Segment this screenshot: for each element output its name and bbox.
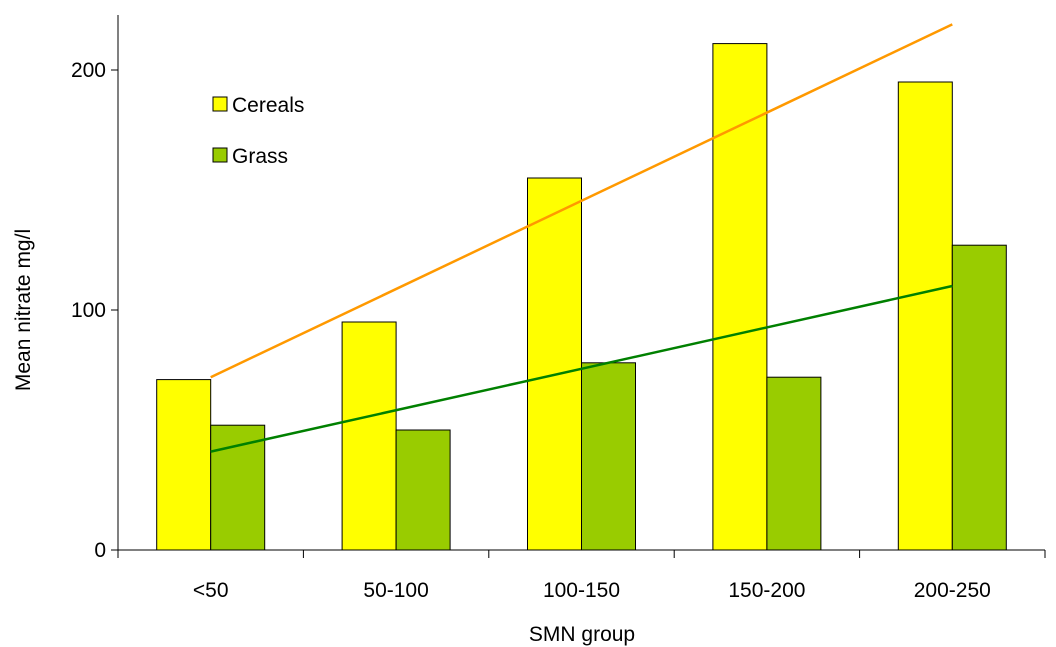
axes-group: [111, 15, 1046, 558]
x-tick-label-2: 100-150: [543, 579, 620, 602]
x-tick-label-4: 200-250: [914, 579, 991, 602]
y-axis-title: Mean nitrate mg/l: [12, 229, 35, 391]
bar-grass-4: [951, 244, 1007, 551]
x-tick-label-0: <50: [193, 579, 229, 602]
x-tick-label-3: 150-200: [728, 579, 805, 602]
y-tick-labels: 0 100 200: [71, 59, 106, 562]
legend-label-grass: Grass: [232, 145, 288, 168]
x-axis-title: SMN group: [529, 623, 635, 646]
legend-label-cereals: Cereals: [232, 94, 304, 117]
y-tick-label-200: 200: [71, 59, 106, 82]
legend-swatch-cereals: [212, 96, 228, 112]
y-tick-label-0: 0: [94, 539, 106, 562]
bar-grass-3: [766, 376, 822, 551]
x-tick-label-1: 50-100: [363, 579, 428, 602]
bar-grass-0: [210, 424, 266, 551]
bar-cereals-1: [341, 321, 397, 551]
legend: Cereals Grass: [212, 94, 304, 168]
bar-grass-1: [395, 429, 451, 551]
y-tick-label-100: 100: [71, 299, 106, 322]
bar-cereals-2: [527, 177, 582, 551]
trendlines-group: [210, 23, 953, 453]
x-tick-labels: <50 50-100 100-150 150-200 200-250: [193, 579, 991, 602]
bars-group: [156, 43, 1007, 551]
bar-cereals-0: [156, 379, 212, 551]
legend-swatch-grass: [212, 147, 228, 163]
bar-cereals-3: [712, 43, 768, 551]
bar-grass-2: [581, 362, 636, 551]
bar-cereals-4: [897, 81, 953, 551]
trendline-cereals: [210, 23, 953, 379]
trendline-grass: [210, 284, 953, 453]
